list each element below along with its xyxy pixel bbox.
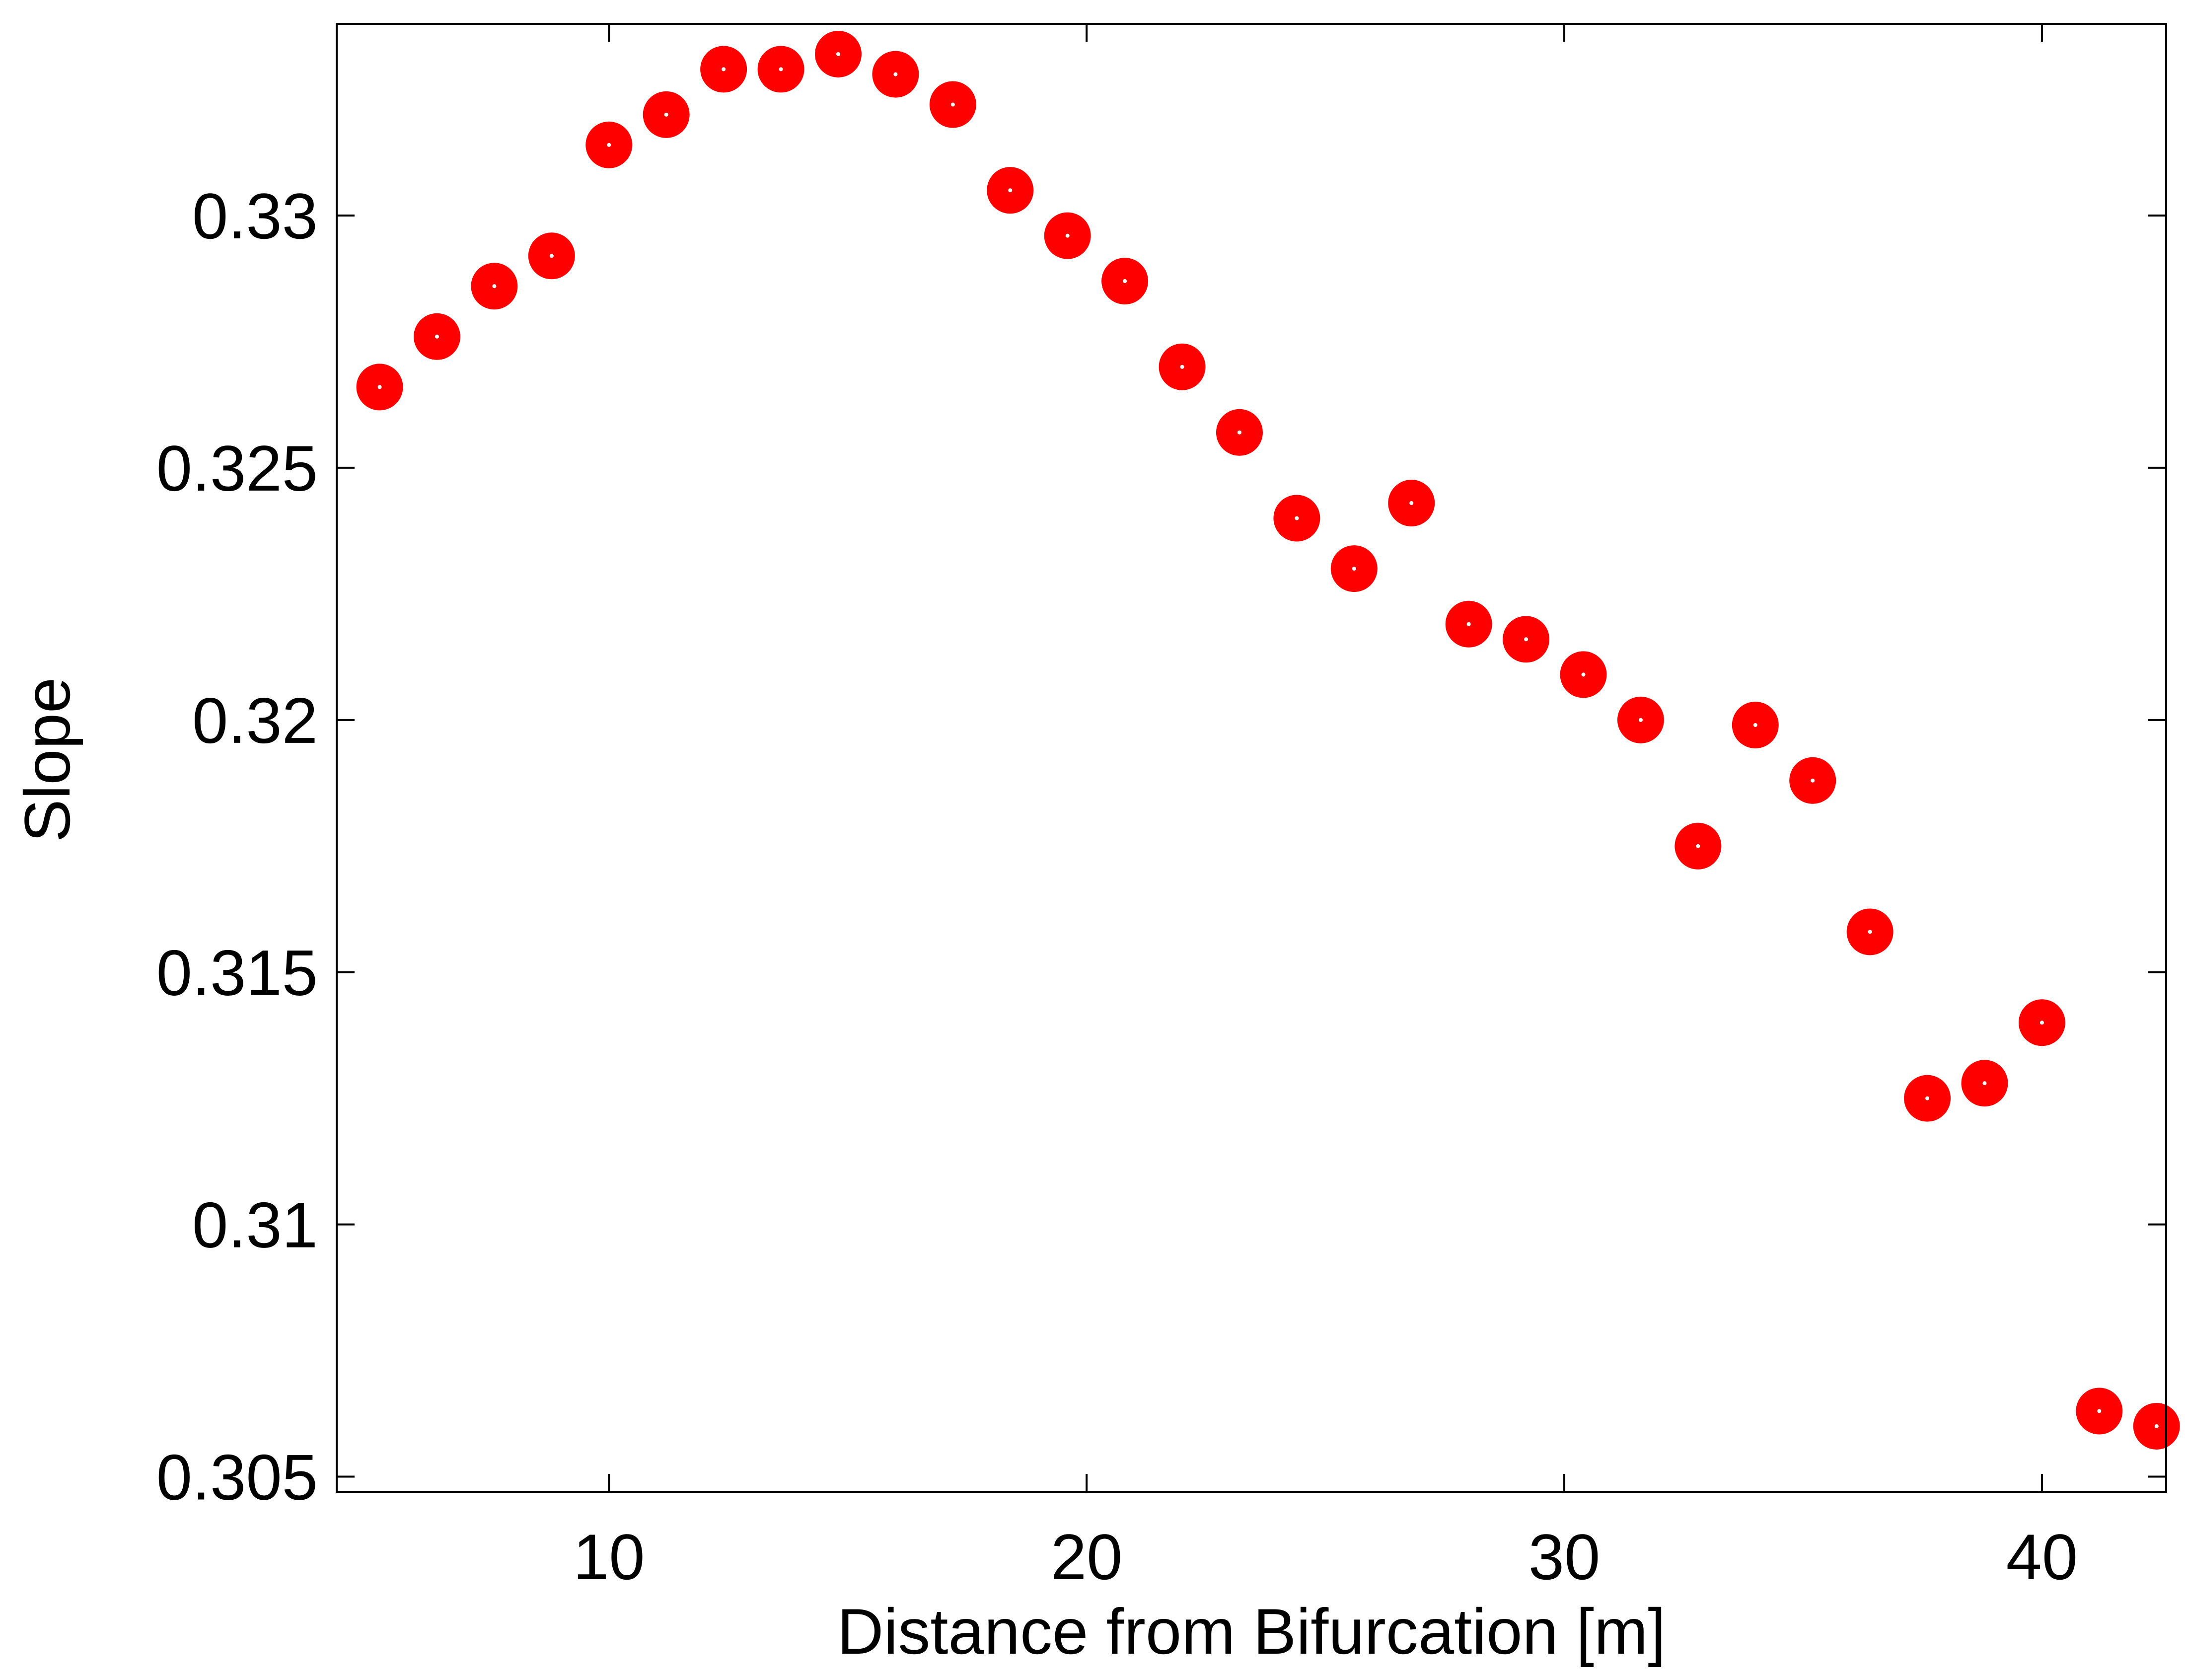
data-point bbox=[1216, 409, 1263, 456]
point-center bbox=[1696, 844, 1700, 848]
data-point bbox=[2133, 1402, 2180, 1450]
point-center bbox=[377, 385, 382, 389]
data-points bbox=[356, 30, 2180, 1450]
data-point bbox=[1503, 616, 1550, 663]
point-center bbox=[1982, 1081, 1987, 1086]
point-center bbox=[2097, 1409, 2102, 1413]
point-center bbox=[664, 112, 668, 117]
data-point bbox=[1789, 757, 1836, 804]
point-center bbox=[1466, 622, 1471, 626]
point-center bbox=[1868, 930, 1872, 934]
data-point bbox=[1159, 343, 1206, 390]
data-point bbox=[413, 313, 460, 360]
point-center bbox=[1295, 516, 1299, 520]
data-point bbox=[1732, 701, 1779, 748]
plot-frame bbox=[336, 23, 2167, 1493]
point-center bbox=[1753, 723, 1757, 727]
y-tick-label: 0.305 bbox=[156, 1441, 318, 1514]
point-center bbox=[1581, 672, 1586, 677]
point-center bbox=[1180, 365, 1184, 369]
point-center bbox=[435, 334, 439, 339]
data-point bbox=[1961, 1060, 2008, 1107]
y-tick-label: 0.33 bbox=[192, 180, 318, 252]
point-center bbox=[607, 143, 611, 147]
data-point bbox=[700, 46, 747, 93]
y-tick-label: 0.325 bbox=[156, 432, 318, 505]
data-point bbox=[1101, 258, 1149, 305]
point-center bbox=[1123, 279, 1127, 284]
data-point bbox=[1675, 822, 1722, 870]
point-center bbox=[1638, 718, 1643, 722]
point-center bbox=[1409, 501, 1414, 506]
point-center bbox=[722, 67, 726, 72]
data-point bbox=[1044, 212, 1091, 259]
point-center bbox=[1008, 188, 1013, 193]
data-point bbox=[929, 81, 976, 128]
point-center bbox=[950, 102, 955, 107]
point-center bbox=[1237, 430, 1241, 435]
point-center bbox=[1811, 778, 1815, 783]
x-tick-label: 20 bbox=[1051, 1521, 1123, 1593]
x-tick-label: 40 bbox=[2006, 1521, 2078, 1593]
data-point bbox=[1617, 696, 1664, 743]
axis-ticks bbox=[337, 24, 2166, 1492]
point-center bbox=[492, 284, 497, 289]
data-point bbox=[1445, 600, 1492, 648]
data-point bbox=[1846, 908, 1894, 955]
data-point bbox=[872, 51, 919, 98]
x-axis-label: Distance from Bifurcation [m] bbox=[837, 1595, 1666, 1668]
y-tick-label: 0.32 bbox=[192, 684, 318, 757]
x-tick-label: 10 bbox=[573, 1521, 645, 1593]
point-center bbox=[1065, 233, 1070, 238]
point-center bbox=[779, 67, 783, 72]
point-center bbox=[836, 52, 840, 56]
point-center bbox=[1524, 637, 1529, 642]
data-point bbox=[528, 232, 575, 280]
y-tick-label: 0.31 bbox=[192, 1189, 318, 1261]
point-center bbox=[893, 72, 898, 76]
x-tick-label: 30 bbox=[1529, 1521, 1601, 1593]
y-tick-label: 0.315 bbox=[156, 937, 318, 1009]
point-center bbox=[1925, 1096, 1930, 1100]
point-center bbox=[2039, 1021, 2044, 1025]
data-point bbox=[585, 121, 633, 168]
data-point bbox=[1388, 480, 1435, 527]
data-point bbox=[643, 91, 690, 138]
y-axis-label: Slope bbox=[11, 677, 83, 843]
data-point bbox=[471, 263, 518, 310]
data-point bbox=[987, 167, 1034, 214]
x-tick-labels: 10 20 30 40 bbox=[573, 1521, 2078, 1593]
point-center bbox=[2154, 1424, 2159, 1428]
data-point bbox=[2018, 999, 2065, 1046]
point-center bbox=[549, 254, 554, 258]
point-center bbox=[1352, 567, 1356, 571]
y-tick-labels: 0.305 0.31 0.315 0.32 0.325 0.33 bbox=[156, 180, 318, 1514]
data-point bbox=[356, 364, 403, 411]
data-point bbox=[1330, 545, 1378, 592]
data-point bbox=[814, 30, 862, 77]
data-point bbox=[1560, 651, 1607, 698]
data-point bbox=[757, 46, 804, 93]
data-point bbox=[2076, 1388, 2123, 1435]
data-point bbox=[1273, 495, 1320, 542]
data-point bbox=[1904, 1075, 1951, 1122]
